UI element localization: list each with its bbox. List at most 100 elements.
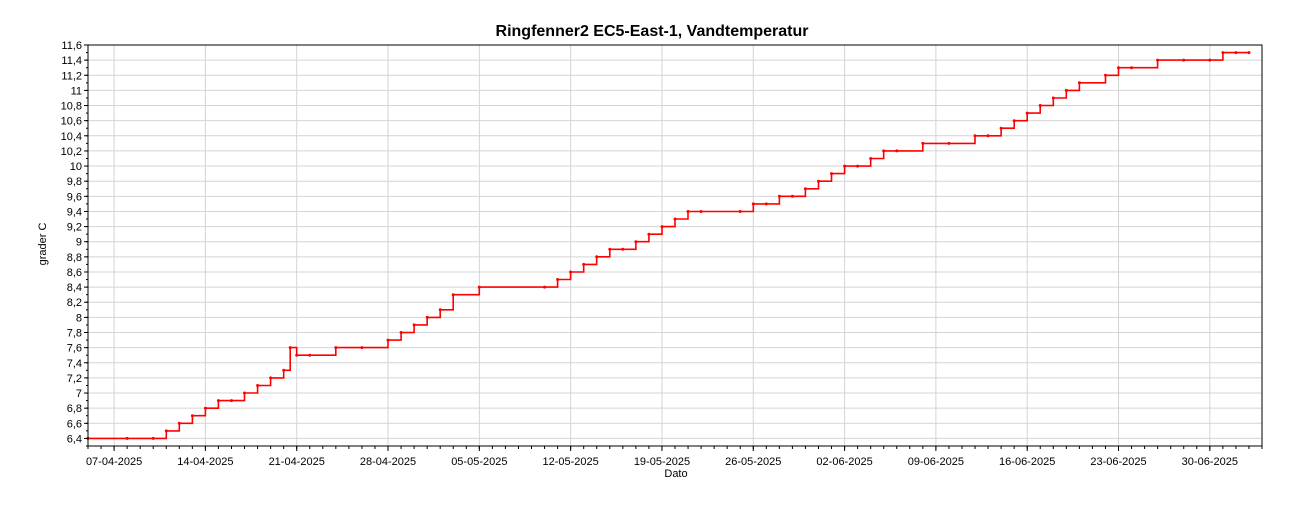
data-point [895,149,899,153]
data-point [334,346,338,350]
y-tick-label: 11,6 [61,40,82,52]
data-point [477,285,481,289]
data-point [1234,51,1238,55]
y-tick-label: 7,6 [67,343,82,355]
data-point [843,164,847,168]
y-tick-label: 8,2 [67,297,82,309]
x-tick-label: 14-04-2025 [177,456,233,468]
grid-layer [88,44,1262,446]
data-point [308,353,312,357]
x-tick-label: 19-05-2025 [634,456,690,468]
data-point [1051,96,1055,100]
data-point [751,202,755,206]
data-point [556,278,560,281]
series-layer [86,51,1251,440]
data-point [243,391,246,395]
x-tick-label: 23-06-2025 [1090,456,1146,468]
data-point [790,194,794,198]
y-tick-label: 11,4 [61,55,82,67]
x-axis-label: Dato [664,468,687,480]
data-point [1130,66,1134,70]
data-point [856,164,860,168]
y-axis-label: grader C [37,223,49,266]
data-point [817,179,820,183]
y-tick-label: 8,6 [67,267,82,279]
data-point [151,436,155,440]
data-point [582,262,586,266]
data-point [803,187,807,191]
x-tick-label: 02-06-2025 [816,456,872,468]
y-tick-label: 7 [76,388,82,400]
data-point [999,126,1003,130]
y-tick-label: 9,8 [67,176,82,188]
data-point [1156,58,1160,62]
y-tick-label: 10,2 [61,146,82,158]
data-point [673,217,677,221]
data-point [269,376,273,380]
data-point [686,210,690,213]
series-line [88,51,1249,440]
x-tick-label: 07-04-2025 [86,456,142,468]
data-point [1104,73,1107,77]
x-tick-label: 05-05-2025 [451,456,507,468]
y-tick-label: 9,6 [67,191,82,203]
x-tick-label: 26-05-2025 [725,456,781,468]
data-point [1012,119,1016,123]
data-point [699,210,703,213]
y-tick-label: 7,2 [67,373,82,385]
data-point [660,225,664,229]
y-tick-label: 10,4 [61,131,82,143]
data-point [1117,66,1120,70]
y-tick-label: 7,4 [67,358,82,370]
data-point [973,134,977,138]
y-tick-label: 11 [71,85,82,97]
data-point [1208,58,1212,62]
data-point [869,157,873,160]
y-tick-label: 6,4 [67,433,82,445]
data-point [230,399,233,403]
data-point [830,172,833,176]
y-tick-label: 10,6 [61,116,82,128]
y-tick-label: 7,8 [67,328,82,340]
data-point [921,141,925,145]
chart-title: Ringfenner2 EC5-East-1, Vandtemperatur [496,23,809,40]
data-point [1025,111,1029,115]
y-tick-label: 9 [76,237,82,249]
data-point [177,421,181,425]
data-point [608,247,612,251]
data-point [543,285,547,289]
x-tick-label: 09-06-2025 [908,456,964,468]
data-point [203,406,207,410]
data-point [1221,51,1225,55]
x-tick-label: 16-06-2025 [999,456,1055,468]
data-point [647,232,651,236]
y-tick-label: 8,4 [67,282,82,294]
data-point [164,429,168,433]
data-point [882,149,886,153]
data-point [295,353,299,357]
y-tick-label: 10 [70,161,82,173]
data-point [451,293,455,297]
data-point [1038,104,1042,107]
data-point [256,384,260,387]
data-point [125,436,129,440]
data-point [777,194,781,198]
y-tick-label: 8 [76,312,82,324]
data-point [216,399,220,403]
data-point [595,255,599,259]
x-tick-label: 30-06-2025 [1182,456,1238,468]
data-point [621,247,625,251]
data-point [425,315,429,319]
data-point [412,323,416,327]
data-point [288,346,292,350]
x-tick-label: 12-05-2025 [543,456,599,468]
data-point [764,202,768,206]
data-point [569,270,573,274]
data-point [1077,81,1081,85]
y-tick-label: 9,2 [67,222,82,234]
x-tick-layer: 07-04-2025 14-04-2025 21-04-2025 28-04-2025… [86,446,1263,468]
data-point [1247,51,1251,55]
data-point [738,210,742,213]
